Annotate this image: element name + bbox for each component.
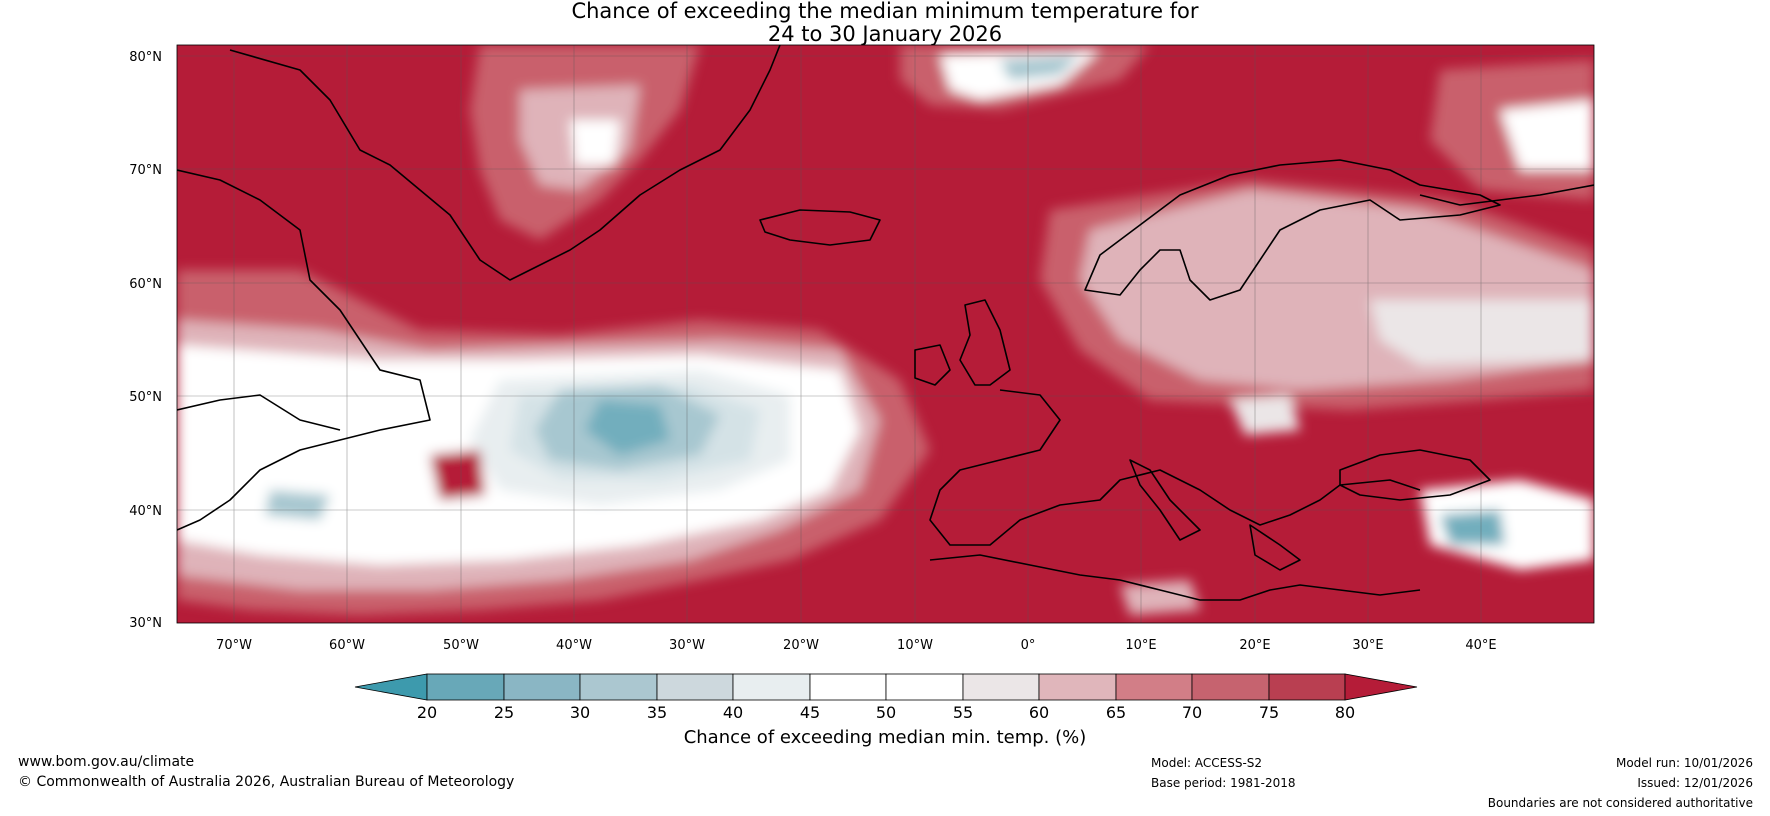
north-africa-coast <box>929 554 1421 601</box>
field-russia-white <box>1370 300 1594 365</box>
model-name: Model: ACCESS-S2 <box>1151 756 1263 770</box>
website-link[interactable]: www.bom.gov.au/climate <box>18 754 195 770</box>
graticule <box>177 45 1594 623</box>
latitude-labels: 80°N 70°N 60°N 50°N 40°N 30°N <box>129 50 162 631</box>
lat-label: 70°N <box>129 163 162 178</box>
colorbar-tick-label: 75 <box>1258 703 1280 722</box>
lat-label: 80°N <box>129 50 162 65</box>
labrador-coast <box>177 169 431 531</box>
lat-label: 40°N <box>129 504 162 519</box>
field-atlantic-dark-blue <box>585 400 670 455</box>
longitude-labels: 70°W 60°W 50°W 40°W 30°W 20°W 10°W 0° 10… <box>216 638 1497 653</box>
colorbar-tick-label: 65 <box>1105 703 1127 722</box>
colorbar-segment <box>579 673 658 701</box>
colorbar-segment <box>732 673 811 701</box>
lon-label: 30°E <box>1352 638 1383 653</box>
italy-coast <box>1129 459 1201 541</box>
scandinavia-coast <box>1084 159 1501 301</box>
lon-label: 50°W <box>443 638 479 653</box>
greece-coast <box>1249 524 1301 571</box>
colorbar-tick-label: 70 <box>1181 703 1203 722</box>
issued-date: Issued: 12/01/2026 <box>1637 776 1753 790</box>
colorbar-tick-label: 50 <box>875 703 897 722</box>
model-run-date: Model run: 10/01/2026 <box>1615 756 1753 770</box>
colorbar-tick-label: 60 <box>1028 703 1050 722</box>
colorbar-segment <box>656 673 734 701</box>
base-period: Base period: 1981-2018 <box>1151 776 1296 790</box>
lon-label: 30°W <box>669 638 705 653</box>
lat-label: 60°N <box>129 277 162 292</box>
colorbar-tick-label: 35 <box>646 703 668 722</box>
southern-europe-coast <box>929 389 1421 546</box>
colorbar-segment <box>426 673 505 701</box>
boundaries-disclaimer: Boundaries are not considered authoritat… <box>1487 796 1753 810</box>
nova-scotia-coast <box>177 394 341 431</box>
colorbar-tick-label: 20 <box>416 703 438 722</box>
field-africa-light <box>1120 580 1200 615</box>
lon-label: 60°W <box>329 638 365 653</box>
iceland-coast <box>759 209 881 246</box>
probability-field <box>177 45 1594 623</box>
colorbar-label: Chance of exceeding median min. temp. (%… <box>683 727 1087 748</box>
colorbar-low-extension <box>354 673 428 701</box>
colorbar-segment <box>1115 673 1193 701</box>
copyright-notice: © Commonwealth of Australia 2026, Austra… <box>18 774 515 790</box>
lon-label: 70°W <box>216 638 252 653</box>
colorbar-tick-label: 55 <box>952 703 974 722</box>
field-west-blue <box>265 490 330 520</box>
colorbar-segment <box>962 673 1040 701</box>
colorbar-tick-label: 80 <box>1334 703 1356 722</box>
colorbar-tick-label: 40 <box>722 703 744 722</box>
colorbar-tick-label: 45 <box>799 703 821 722</box>
russia-north-coast <box>1419 184 1594 206</box>
colorbar-segment <box>809 673 887 701</box>
field-barents-white <box>1500 100 1594 170</box>
colorbar-segment <box>1268 673 1346 701</box>
colorbar-segment <box>503 673 581 701</box>
colorbar <box>354 673 1418 701</box>
field-svalbard-blue <box>1000 55 1080 80</box>
ireland-coast <box>914 344 951 386</box>
black-sea-coast <box>1339 449 1491 501</box>
field-arctic-white <box>570 120 620 165</box>
colorbar-tick-label: 25 <box>493 703 515 722</box>
map-frame <box>176 44 1595 624</box>
field-turkey-blue <box>1440 510 1505 545</box>
chart-title-line-1: Chance of exceeding the median minimum t… <box>571 0 1199 23</box>
colorbar-segment <box>1191 673 1270 701</box>
field-balkans-white <box>1230 395 1300 435</box>
colorbar-high-extension <box>1344 673 1418 701</box>
greenland-coast <box>229 45 781 281</box>
lon-label: 10°W <box>897 638 933 653</box>
colorbar-segment <box>1038 673 1117 701</box>
lon-label: 20°E <box>1239 638 1270 653</box>
field-turkey-white <box>1420 480 1594 570</box>
lon-label: 0° <box>1021 638 1036 653</box>
field-atlantic-red-spot <box>430 450 485 500</box>
lon-label: 40°W <box>556 638 592 653</box>
colorbar-segment <box>885 673 964 701</box>
lon-label: 40°E <box>1465 638 1496 653</box>
coastlines <box>177 45 1594 601</box>
lat-label: 30°N <box>129 616 162 631</box>
colorbar-tick-label: 30 <box>569 703 591 722</box>
lon-label: 10°E <box>1125 638 1156 653</box>
great-britain-coast <box>959 299 1011 386</box>
chart-title-line-2: 24 to 30 January 2026 <box>767 22 1003 46</box>
lat-label: 50°N <box>129 390 162 405</box>
lon-label: 20°W <box>783 638 819 653</box>
